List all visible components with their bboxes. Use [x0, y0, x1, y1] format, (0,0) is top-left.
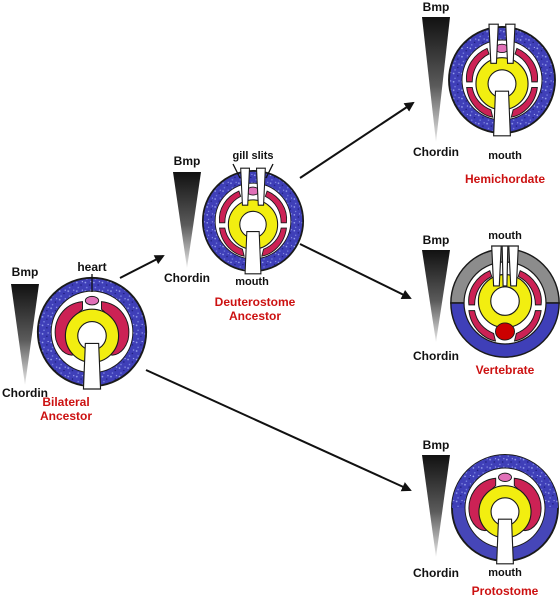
protostome-name: Protostome [472, 584, 539, 598]
gill-slits-label: gill slits [233, 150, 274, 162]
embryo-cross-section [450, 245, 560, 358]
bilateral-name-2: Ancestor [40, 409, 92, 423]
arrow-bilateral-to-protostome [145, 369, 412, 492]
heart [495, 322, 515, 341]
mesoderm-right [261, 227, 287, 257]
bmp-label: Bmp [423, 438, 450, 452]
deuterostome-name-2: Ancestor [229, 309, 281, 323]
chordin-label: Chordin [164, 271, 210, 285]
bmp-label: Bmp [423, 0, 450, 14]
gill-slit-right [505, 23, 516, 64]
mouth-opening [244, 231, 262, 275]
protostome: Bmp Chordin mouth Protostome [413, 438, 559, 598]
gill-arch-right [264, 190, 288, 224]
heart [498, 472, 512, 482]
gradient-cone [422, 17, 450, 142]
mesoderm-right [513, 310, 542, 342]
mouth-label: mouth [488, 150, 522, 162]
vertebrate-name: Vertebrate [476, 363, 535, 377]
gill-arch-left [466, 47, 490, 83]
embryo-cross-section [448, 23, 556, 137]
gill-slit-left [491, 245, 502, 287]
embryo-cross-section [36, 276, 148, 390]
mesoderm-right [510, 86, 538, 118]
bmp-label: Bmp [12, 265, 39, 279]
mouth-opening [82, 342, 102, 390]
mesoderm-left [219, 227, 245, 257]
heart-label: heart [77, 260, 106, 274]
chordin-label: Chordin [2, 386, 48, 400]
chordin-label: Chordin [413, 349, 459, 363]
deuterostome-ancestor: Bmp Chordin gill slits mouth Deuterostom… [164, 150, 305, 323]
mouth-opening [493, 90, 511, 137]
chordin-label: Chordin [413, 566, 459, 580]
bilateral-ancestor: Bmp Chordin heart Bilateral Ancestor [2, 260, 148, 423]
vertebrate: Bmp Chordin mouth Vertebrate [413, 230, 560, 377]
bilateral-name-1: Bilateral [42, 395, 89, 409]
arrow-deuterostome-to-hemichordate [299, 101, 415, 179]
mesoderm-left [468, 310, 497, 342]
heart [84, 295, 100, 306]
gill-slit-left [240, 167, 251, 206]
mouth-label: mouth [235, 276, 269, 288]
gill-slit-right [508, 245, 519, 287]
arrow-bilateral-to-deuterostome [119, 255, 165, 279]
embryo-cross-section [451, 454, 559, 565]
gradient-cone [422, 455, 450, 557]
arrow-deuterostome-to-vertebrate [299, 243, 412, 299]
gradient-cone [422, 250, 450, 342]
embryo-cross-section [201, 167, 305, 275]
mesoderm-left [466, 86, 494, 118]
gut-lumen [490, 286, 520, 316]
bmp-label: Bmp [423, 233, 450, 247]
gill-arch-left [468, 270, 493, 306]
gradient-cone [173, 172, 201, 268]
arrows [119, 101, 415, 492]
hemichordate: Bmp Chordin mouth Hemichordate [413, 0, 556, 186]
chordin-label: Chordin [413, 145, 459, 159]
mouth-label: mouth [488, 567, 522, 579]
gill-arch-right [517, 270, 542, 306]
bmp-label: Bmp [174, 154, 201, 168]
mouth-opening [496, 518, 514, 565]
deuterostome-name-1: Deuterostome [215, 295, 296, 309]
mouth-opening [501, 245, 509, 287]
gradient-cone [11, 284, 39, 385]
gill-slit-left [488, 23, 499, 64]
gill-arch-right [514, 47, 538, 83]
gill-arch-left [218, 190, 242, 224]
hemichordate-name: Hemichordate [465, 172, 545, 186]
gill-slit-right [255, 167, 266, 206]
mouth-label: mouth [488, 230, 522, 242]
